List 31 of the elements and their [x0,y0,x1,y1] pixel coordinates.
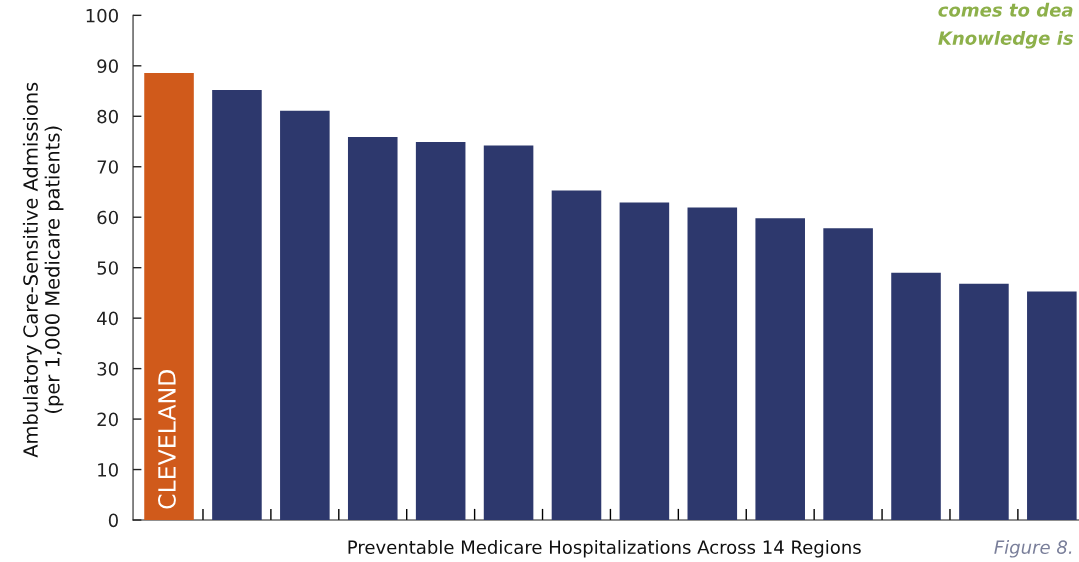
bar [823,228,873,521]
y-tick-label: 50 [97,261,118,275]
y-tick-label: 10 [98,463,118,477]
bar [347,136,398,521]
bar [755,218,805,521]
bar [687,207,738,521]
y-tick-label: 30 [97,362,118,376]
y-tick-label: 0 [108,513,118,528]
bar [959,283,1009,521]
x-axis-title: Preventable Medicare Hospitalizations Across 14 Regions [348,540,861,558]
y-tick-label: 100 [86,8,118,23]
annotation: Knowledge is [938,30,1073,49]
y-tick-label: 80 [97,109,118,124]
y-axis-title: Ambulatory Care-Sensitive Admissions (per 1,000 Medicare patients) [22,82,64,458]
bar [483,145,534,521]
bar [551,190,602,521]
y-tick-label: 70 [97,160,118,174]
bar [212,90,262,521]
bar [415,142,466,521]
bar [144,72,194,521]
bar [619,202,670,521]
bar [1027,291,1077,521]
bar [891,272,941,521]
y-tick-label: 20 [97,412,118,427]
y-tick-label: 40 [97,311,118,326]
bar [280,110,330,521]
x-tick-label: CLEVELAND [158,370,176,509]
y-tick-label: 90 [97,59,118,73]
annotation: comes to dea [938,2,1073,17]
y-tick-label: 60 [97,210,118,225]
caption: Figure 8. [994,540,1072,558]
